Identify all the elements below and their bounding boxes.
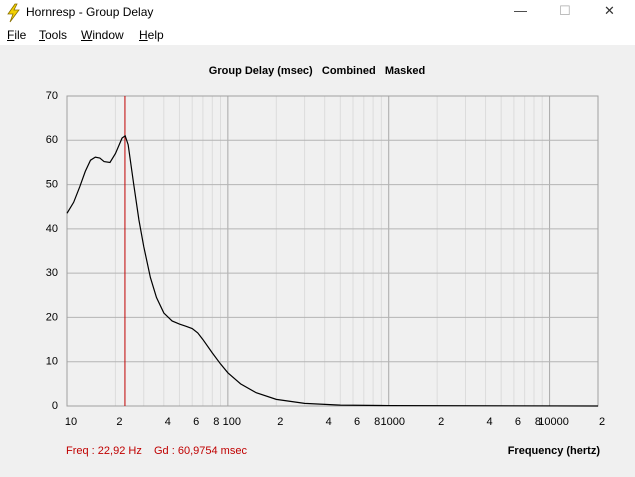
y-tick-label: 50 — [46, 178, 58, 190]
menu-item[interactable]: File — [7, 28, 27, 42]
x-tick-label: 10000 — [538, 416, 569, 428]
window-title: Hornresp - Group Delay — [26, 5, 154, 19]
menu-bar: File Tools Window Help — [0, 25, 635, 45]
cursor-frequency: Freq : 22,92 Hz — [66, 445, 142, 457]
x-tick-label: 4 — [487, 416, 493, 428]
x-tick-label: 6 — [515, 416, 521, 428]
x-tick-label: 4 — [165, 416, 171, 428]
chart-title: Group Delay (msec) Combined Masked — [209, 65, 425, 77]
menu-item[interactable]: Window — [81, 28, 124, 42]
maximize-button[interactable]: ☐ — [559, 3, 571, 18]
x-tick-label: 2 — [277, 416, 283, 428]
x-tick-label: 8 — [213, 416, 219, 428]
y-tick-label: 10 — [46, 356, 58, 368]
x-tick-label: 2 — [599, 416, 605, 428]
y-tick-label: 70 — [46, 90, 58, 102]
x-tick-label: 6 — [193, 416, 199, 428]
x-tick-label: 6 — [354, 416, 360, 428]
x-tick-label: 1000 — [380, 416, 404, 428]
x-tick-label: 4 — [326, 416, 332, 428]
x-tick-label: 2 — [116, 416, 122, 428]
app-icon — [7, 3, 20, 23]
title-bar: Hornresp - Group Delay — ☐ ✕ — [0, 0, 635, 25]
y-tick-label: 60 — [46, 134, 58, 146]
y-tick-label: 30 — [46, 267, 58, 279]
x-axis-label: Frequency (hertz) — [508, 445, 601, 457]
y-tick-label: 0 — [52, 400, 58, 412]
cursor-group-delay: Gd : 60,9754 msec — [154, 445, 247, 457]
menu-item[interactable]: Tools — [39, 28, 68, 42]
x-tick-label: 100 — [223, 416, 241, 428]
close-button[interactable]: ✕ — [604, 3, 615, 18]
data-line — [66, 134, 599, 407]
minimize-button[interactable]: — — [514, 3, 527, 18]
x-tick-label: 8 — [535, 416, 541, 428]
menu-item[interactable]: Help — [139, 28, 164, 42]
x-tick-label: 10 — [65, 416, 77, 428]
x-tick-label: 2 — [438, 416, 444, 428]
y-tick-label: 40 — [46, 223, 58, 235]
y-tick-label: 20 — [46, 311, 58, 323]
plot-frame — [66, 95, 599, 407]
x-tick-label: 8 — [374, 416, 380, 428]
